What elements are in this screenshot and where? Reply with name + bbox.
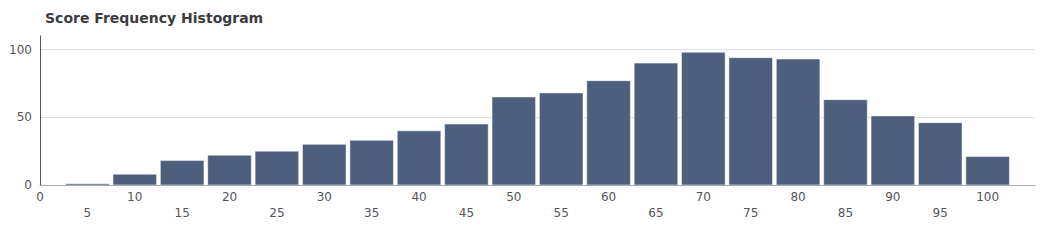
svg-text:15: 15 xyxy=(175,206,190,220)
svg-text:0: 0 xyxy=(36,190,44,204)
svg-text:30: 30 xyxy=(317,190,332,204)
svg-text:10: 10 xyxy=(127,190,142,204)
svg-text:70: 70 xyxy=(696,190,711,204)
svg-text:50: 50 xyxy=(506,190,521,204)
svg-text:50: 50 xyxy=(17,110,32,124)
svg-text:75: 75 xyxy=(743,206,758,220)
svg-text:Score Frequency Histogram: Score Frequency Histogram xyxy=(45,10,263,26)
svg-text:45: 45 xyxy=(459,206,474,220)
svg-text:100: 100 xyxy=(976,190,999,204)
svg-text:20: 20 xyxy=(222,190,237,204)
svg-text:95: 95 xyxy=(933,206,948,220)
svg-text:100: 100 xyxy=(9,43,32,57)
svg-text:65: 65 xyxy=(648,206,663,220)
svg-text:35: 35 xyxy=(364,206,379,220)
svg-text:55: 55 xyxy=(554,206,569,220)
svg-text:85: 85 xyxy=(838,206,853,220)
svg-text:90: 90 xyxy=(885,190,900,204)
svg-text:80: 80 xyxy=(790,190,805,204)
svg-text:25: 25 xyxy=(269,206,284,220)
svg-text:0: 0 xyxy=(24,178,32,192)
svg-text:5: 5 xyxy=(84,206,92,220)
svg-text:40: 40 xyxy=(411,190,426,204)
svg-text:60: 60 xyxy=(601,190,616,204)
